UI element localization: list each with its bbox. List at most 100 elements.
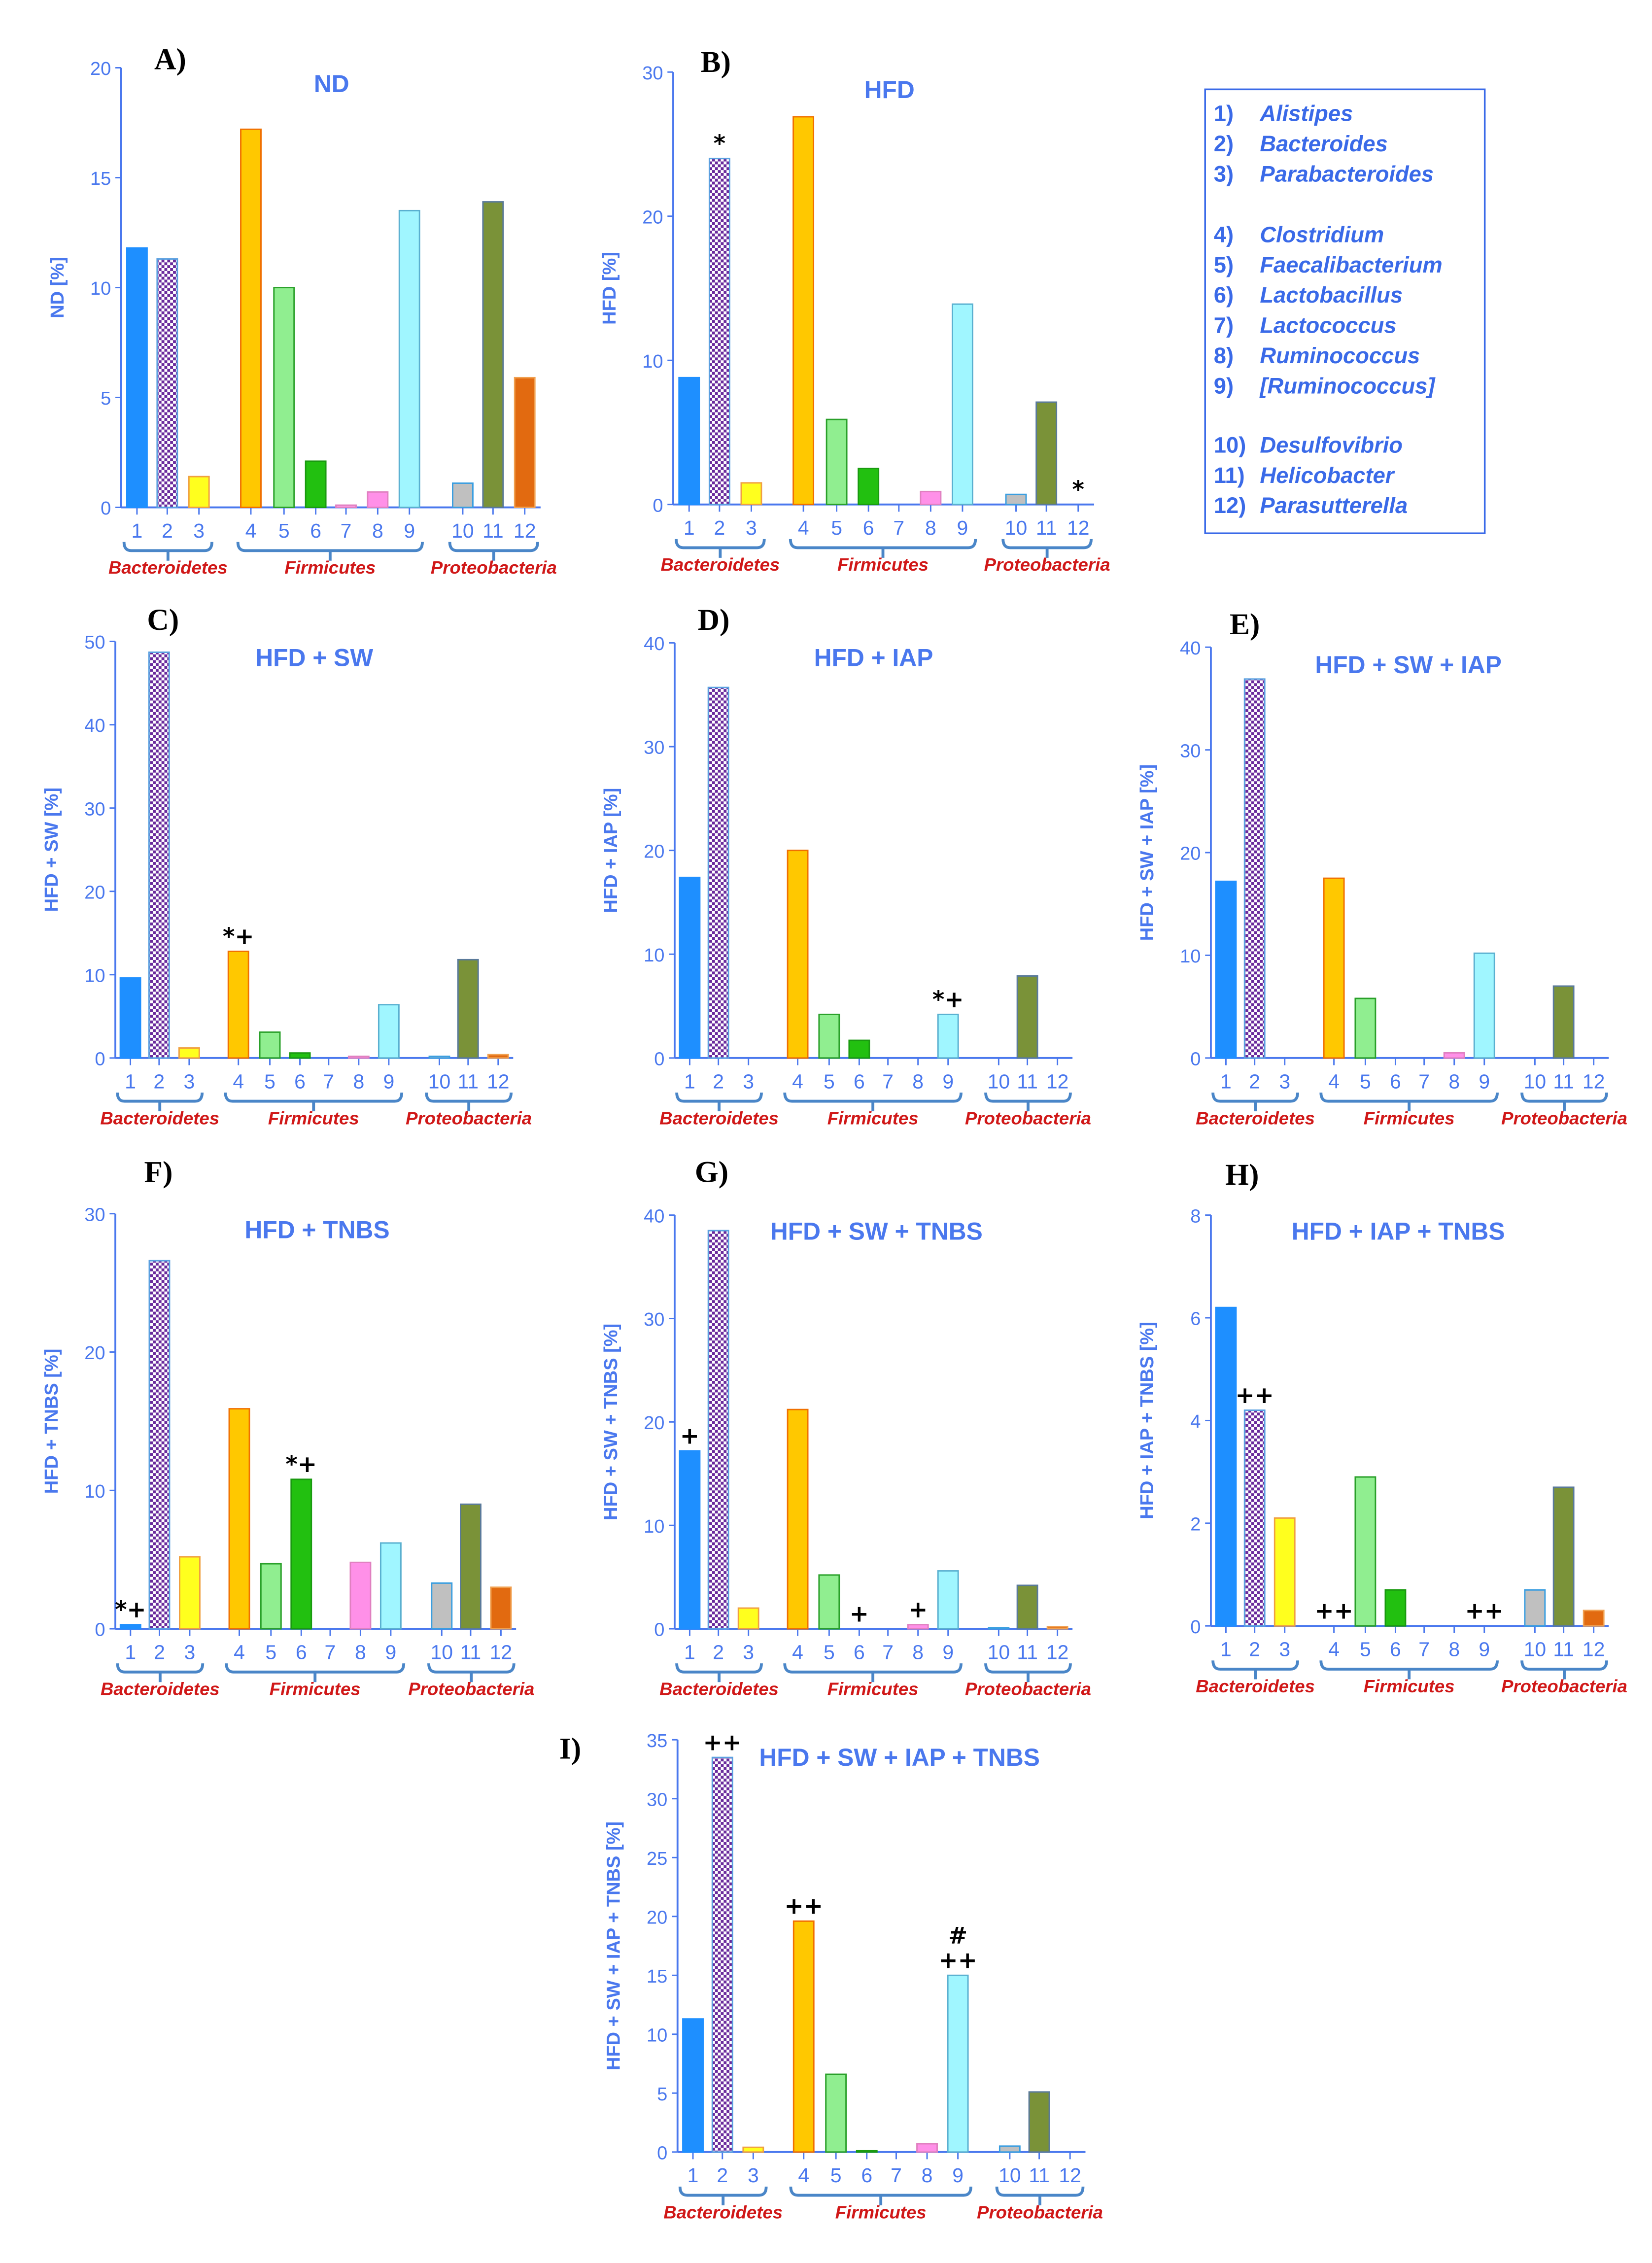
chart-panel-i: I) HFD + SW + IAP + TNBS05101520253035HFD… xyxy=(559,1730,1103,2223)
y-tick-label: 30 xyxy=(647,1789,667,1810)
x-tick-label: 7 xyxy=(341,519,352,542)
x-tick-label: 11 xyxy=(1029,2164,1050,2187)
legend-item: 8) Ruminococcus xyxy=(1214,343,1420,368)
x-tick-label: 11 xyxy=(1553,1070,1574,1093)
y-tick-label: 6 xyxy=(1190,1309,1201,1330)
phylum-label: Firmicutes xyxy=(837,554,929,575)
legend-item: 12) Parasutterella xyxy=(1214,493,1408,518)
bar-3 xyxy=(740,482,762,506)
bar-5 xyxy=(1354,1476,1377,1627)
legend-genus: Helicobacter xyxy=(1260,463,1395,488)
group-brace xyxy=(1001,539,1093,558)
chart-title: HFD + TNBS xyxy=(244,1216,389,1243)
bar-2 xyxy=(707,686,729,1059)
x-tick-label: 11 xyxy=(482,519,504,542)
x-tick-label: 9 xyxy=(952,2164,964,2187)
x-tick-label: 1 xyxy=(684,1641,695,1663)
x-tick-label: 8 xyxy=(925,516,936,539)
bar-4 xyxy=(227,950,249,1059)
group-brace xyxy=(984,1092,1072,1112)
bar-1 xyxy=(119,1624,141,1630)
x-tick-label: 7 xyxy=(882,1641,894,1663)
bar-12 xyxy=(514,377,536,509)
group-brace xyxy=(675,1663,763,1682)
y-tick-label: 5 xyxy=(101,388,111,409)
bar-5 xyxy=(1354,997,1377,1059)
group-brace xyxy=(448,542,539,561)
x-tick-label: 11 xyxy=(1017,1070,1038,1093)
x-tick-label: 9 xyxy=(942,1070,954,1093)
bar-10 xyxy=(1005,493,1027,506)
x-tick-label: 4 xyxy=(798,516,809,539)
y-tick-label: 50 xyxy=(84,632,105,653)
chart-title: HFD + SW + IAP + TNBS xyxy=(759,1744,1040,1771)
bar-4 xyxy=(228,1408,250,1630)
group-brace xyxy=(224,1092,404,1112)
bar-2 xyxy=(148,1260,171,1630)
bar-4 xyxy=(787,850,809,1059)
bar-1 xyxy=(126,247,148,509)
y-tick-label: 0 xyxy=(95,1049,105,1069)
legend-item: 4) Clostridium xyxy=(1214,222,1384,247)
panel-letter: A) xyxy=(154,42,186,76)
bar-5 xyxy=(259,1031,281,1059)
bar-3 xyxy=(1273,1517,1296,1627)
bar-9 xyxy=(398,209,420,509)
bar-2 xyxy=(148,651,170,1059)
legend-genus: Ruminococcus xyxy=(1260,343,1420,368)
group-brace xyxy=(675,1092,763,1112)
x-tick-label: 7 xyxy=(323,1070,334,1093)
group-brace xyxy=(783,1663,963,1682)
x-tick-label: 4 xyxy=(792,1070,803,1093)
y-tick-label: 4 xyxy=(1190,1411,1201,1432)
group-brace xyxy=(1319,1660,1499,1680)
y-axis-label: HFD + SW + IAP [%] xyxy=(1137,764,1158,941)
y-axis-label: HFD + SW + IAP + TNBS [%] xyxy=(604,1821,624,2070)
significance-marker: ++ xyxy=(1314,1598,1353,1625)
bar-2 xyxy=(1243,678,1266,1059)
bar-10 xyxy=(431,1582,453,1630)
legend-genus: [Ruminococcus] xyxy=(1259,373,1436,398)
bar-1 xyxy=(679,876,701,1059)
group-brace xyxy=(116,1092,204,1112)
x-tick-label: 11 xyxy=(458,1070,479,1093)
x-tick-label: 5 xyxy=(830,2164,842,2187)
x-tick-label: 3 xyxy=(748,2164,759,2187)
bar-3 xyxy=(737,1607,759,1630)
y-tick-label: 30 xyxy=(84,799,105,820)
phylum-label: Firmicutes xyxy=(835,2202,927,2222)
y-tick-label: 30 xyxy=(644,1309,664,1330)
y-tick-label: 0 xyxy=(1190,1049,1201,1069)
panel-letter: F) xyxy=(144,1155,173,1189)
significance-marker: * xyxy=(714,131,725,157)
group-brace xyxy=(425,1092,513,1112)
legend-number: 7) xyxy=(1214,313,1234,338)
phylum-label: Proteobacteria xyxy=(1501,1676,1627,1696)
x-tick-label: 8 xyxy=(355,1641,366,1663)
legend-item: 3) Parabacteroides xyxy=(1214,162,1434,187)
bar-6 xyxy=(858,468,880,506)
panel-letter: I) xyxy=(559,1732,581,1765)
bar-3 xyxy=(178,1047,200,1059)
bar-8 xyxy=(907,1624,929,1630)
y-tick-label: 0 xyxy=(654,1620,664,1641)
significance-marker: * xyxy=(1072,477,1084,503)
phylum-label: Firmicutes xyxy=(268,1108,359,1128)
legend: 1) Alistipes 2) Bacteroides 3) Parabacteroide… xyxy=(1204,88,1486,534)
bar-6 xyxy=(848,1039,870,1059)
x-tick-label: 1 xyxy=(1220,1070,1232,1093)
x-tick-label: 10 xyxy=(988,1070,1010,1093)
bar-11 xyxy=(1552,1486,1575,1627)
x-tick-label: 12 xyxy=(1067,516,1090,539)
chart-panel-e: E) HFD + SW + IAP 0 10 20 30 40 HFD + SW + IAP … xyxy=(1137,608,1627,1128)
phylum-label: Proteobacteria xyxy=(431,557,557,578)
legend-genus: Alistipes xyxy=(1259,101,1353,126)
phylum-label: Bacteroidetes xyxy=(659,1679,779,1699)
x-tick-label: 5 xyxy=(824,1070,835,1093)
y-tick-label: 30 xyxy=(642,63,663,84)
bar-10 xyxy=(988,1627,1010,1630)
significance-marker: *+ xyxy=(223,924,254,950)
